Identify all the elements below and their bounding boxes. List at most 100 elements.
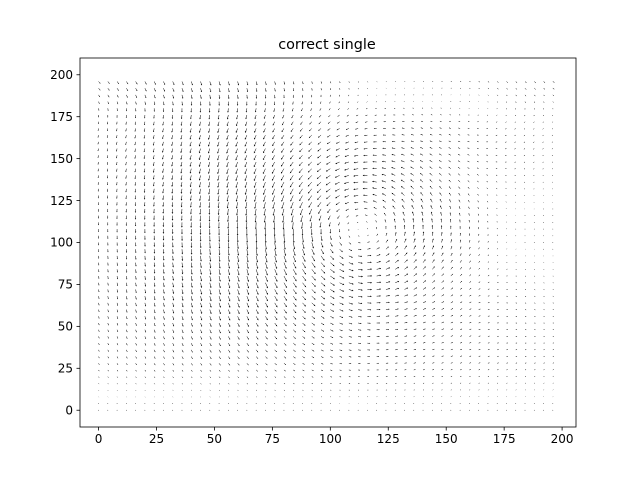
quiver-arrow-1921 (451, 267, 453, 269)
quiver-arrow-171 (126, 269, 127, 272)
quiver-arrow-582 (199, 196, 201, 201)
quiver-arrow-1775 (423, 239, 425, 243)
quiver-arrow-235 (135, 175, 136, 178)
quiver-arrow-1816 (432, 301, 435, 303)
quiver-arrow-2210 (506, 343, 507, 344)
quiver-arrow-1689 (401, 147, 404, 148)
quiver-arrow-1900 (450, 410, 451, 411)
quiver-arrow-2340 (524, 142, 525, 143)
quiver-arrow-1364 (349, 316, 352, 317)
quiver-arrow-1363 (349, 323, 352, 324)
quiver-arrow-1965 (460, 309, 462, 310)
quiver-arrow-2317 (525, 296, 526, 297)
quiver-arrow-453 (182, 390, 183, 391)
quiver-arrow-2328 (525, 222, 526, 223)
quiver-arrow-1236 (317, 169, 321, 172)
quiver-arrow-538 (190, 155, 192, 160)
quiver-arrow-355 (163, 377, 164, 378)
quiver-arrow-834 (245, 182, 247, 188)
quiver-arrow-1631 (392, 199, 395, 202)
quiver-arrow-1908 (451, 356, 453, 357)
quiver-arrow-1731 (411, 199, 413, 202)
quiver-arrow-505 (191, 377, 192, 378)
quiver-arrow-1055 (293, 377, 294, 378)
quiver-arrow-27 (98, 229, 99, 232)
quiver-arrow-1740 (411, 141, 414, 142)
quiver-arrow-742 (227, 128, 229, 132)
quiver-arrow-1611 (395, 336, 398, 337)
quiver-arrow-974 (275, 249, 277, 256)
quiver-arrow-740 (226, 142, 228, 147)
quiver-arrow-1441 (355, 135, 358, 136)
quiver-arrow-887 (254, 162, 256, 167)
quiver-arrow-509 (191, 350, 192, 353)
quiver-arrow-2424 (543, 249, 544, 250)
quiver-arrow-1125 (303, 243, 305, 249)
quiver-arrow-233 (135, 189, 136, 193)
quiver-arrow-306 (154, 370, 155, 371)
quiver-arrow-1285 (326, 175, 330, 178)
quiver-arrow-1198 (312, 88, 313, 90)
quiver-arrow-604 (210, 383, 211, 384)
quiver-arrow-869 (256, 283, 258, 288)
quiver-arrow-411 (173, 336, 174, 339)
quiver-arrow-526 (191, 236, 193, 241)
quiver-arrow-2028 (469, 220, 470, 222)
quiver-arrow-357 (163, 363, 164, 365)
quiver-arrow-1591 (383, 135, 386, 136)
quiver-arrow-1237 (317, 162, 321, 165)
quiver-arrow-1833 (430, 186, 432, 189)
quiver-arrow-1686 (401, 167, 404, 169)
quiver-arrow-2120 (488, 275, 489, 276)
quiver-arrow-829 (246, 216, 248, 223)
quiver-arrow-733 (227, 189, 229, 195)
quiver-arrow-1196 (311, 102, 312, 104)
quiver-arrow-774 (237, 249, 239, 255)
quiver-arrow-2116 (488, 302, 490, 303)
quiver-arrow-271 (145, 269, 146, 273)
quiver-arrow-1466 (367, 302, 371, 303)
quiver-arrow-1985 (458, 174, 460, 176)
quiver-arrow-2124 (488, 248, 489, 249)
quiver-arrow-1120 (303, 276, 307, 281)
quiver-arrow-1434 (353, 182, 358, 184)
quiver-arrow-2338 (524, 155, 525, 156)
quiver-arrow-1817 (432, 295, 435, 297)
quiver-arrow-1815 (432, 308, 435, 309)
quiver-arrow-2180 (497, 208, 498, 209)
quiver-arrow-1221 (321, 269, 325, 273)
quiver-arrow-767 (238, 296, 240, 301)
quiver-arrow-1373 (349, 256, 353, 258)
quiver-arrow-1341 (337, 135, 340, 137)
quiver-arrow-1543 (374, 122, 376, 123)
quiver-arrow-797 (237, 95, 238, 99)
quiver-arrow-1876 (441, 232, 442, 236)
quiver-arrow-1444 (356, 115, 358, 116)
quiver-arrow-1048 (284, 88, 285, 91)
quiver-arrow-234 (135, 182, 136, 186)
quiver-arrow-1096 (292, 102, 293, 105)
quiver-arrow-1455 (367, 376, 369, 377)
quiver-arrow-2137 (486, 161, 487, 162)
quiver-arrow-1820 (432, 274, 435, 276)
quiver-arrow-1506 (377, 370, 379, 371)
quiver-arrow-2293 (515, 122, 516, 123)
quiver-arrow-480 (181, 209, 183, 214)
quiver-arrow-23 (98, 256, 99, 259)
quiver-arrow-1379 (347, 216, 349, 218)
quiver-arrow-1362 (349, 330, 352, 331)
quiver-arrow-518 (191, 289, 193, 294)
quiver-arrow-1019 (284, 283, 287, 288)
quiver-arrow-1618 (395, 288, 399, 290)
quiver-arrow-1486 (363, 168, 367, 170)
quiver-arrow-528 (190, 222, 192, 227)
quiver-arrow-2100 (488, 410, 489, 411)
quiver-arrow-576 (200, 236, 202, 242)
quiver-arrow-900 (265, 410, 266, 411)
quiver-arrow-671 (219, 269, 221, 275)
quiver-arrow-139 (116, 149, 117, 152)
quiver-arrow-676 (218, 236, 220, 242)
quiver-arrow-2132 (487, 194, 488, 195)
quiver-arrow-1281 (327, 202, 331, 206)
quiver-arrow-41 (98, 135, 99, 137)
